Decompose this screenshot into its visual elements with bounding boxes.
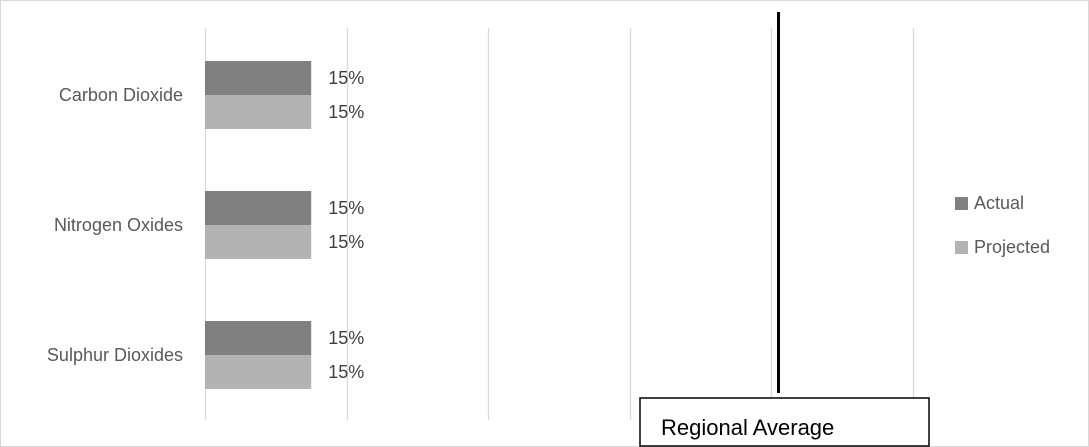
data-label: 15% — [328, 68, 364, 88]
data-label: 15% — [328, 362, 364, 382]
bar-actual-2 — [205, 191, 312, 225]
legend: Actual Projected — [955, 193, 1050, 257]
legend-swatch-actual — [955, 197, 968, 210]
category-label: Nitrogen Oxides — [54, 215, 183, 235]
data-label: 15% — [328, 102, 364, 122]
annotation-frame — [639, 397, 930, 447]
category-label: Carbon Dioxide — [59, 85, 183, 105]
data-label: 15% — [328, 328, 364, 348]
legend-label-projected: Projected — [974, 237, 1050, 257]
bar-projected-1 — [205, 95, 312, 129]
annotation-box: Regional Average — [639, 397, 930, 447]
category-label: Sulphur Dioxides — [47, 345, 183, 365]
legend-swatch-projected — [955, 241, 968, 254]
data-labels: 15% 15% 15% 15% 15% 15% — [328, 68, 364, 382]
data-label: 15% — [328, 232, 364, 252]
category-labels: Carbon Dioxide Nitrogen Oxides Sulphur Dio… — [47, 85, 183, 365]
bar-actual-1 — [205, 61, 312, 95]
annotation-text: Regional Average — [661, 415, 834, 440]
bar-actual-3 — [205, 321, 312, 355]
data-label: 15% — [328, 198, 364, 218]
bar-projected-2 — [205, 225, 312, 259]
bars — [205, 61, 312, 389]
legend-label-actual: Actual — [974, 193, 1024, 213]
bar-projected-3 — [205, 355, 312, 389]
gridlines — [204, 28, 915, 420]
